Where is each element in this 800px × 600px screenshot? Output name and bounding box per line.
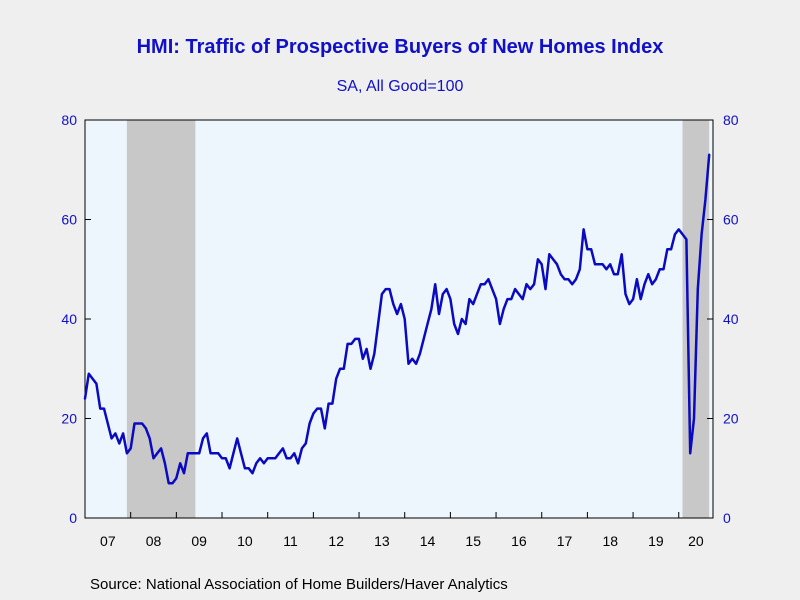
y-tick-label-right-80: 80 [723,112,739,128]
x-tick-label-14: 14 [420,533,436,549]
y-tick-label-right-60: 60 [723,212,739,228]
x-tick-label-09: 09 [191,533,207,549]
x-tick-label-10: 10 [237,533,253,549]
x-tick-label-16: 16 [511,533,527,549]
recession-band-0 [126,120,196,518]
chart-subtitle: SA, All Good=100 [336,78,464,95]
x-tick-label-20: 20 [688,533,704,549]
x-tick-label-15: 15 [465,533,481,549]
y-tick-label-right-40: 40 [723,311,739,327]
x-tick-label-13: 13 [374,533,390,549]
y-tick-label-right-20: 20 [723,411,739,427]
chart-title: HMI: Traffic of Prospective Buyers of Ne… [136,36,664,58]
y-tick-label-left-60: 60 [61,212,77,228]
x-tick-label-11: 11 [283,533,298,549]
x-tick-label-18: 18 [602,533,618,549]
x-tick-label-07: 07 [100,533,116,549]
x-tick-label-12: 12 [328,533,344,549]
series-line-0 [83,153,711,485]
y-tick-label-left-80: 80 [61,112,77,128]
y-tick-label-left-20: 20 [61,411,77,427]
y-tick-label-left-0: 0 [69,510,77,526]
x-tick-label-17: 17 [557,533,573,549]
y-tick-label-right-0: 0 [723,510,731,526]
y-tick-label-left-40: 40 [61,311,77,327]
x-tick-label-19: 19 [648,533,664,549]
source-note: Source: National Association of Home Bui… [90,576,508,593]
x-tick-label-08: 08 [146,533,162,549]
